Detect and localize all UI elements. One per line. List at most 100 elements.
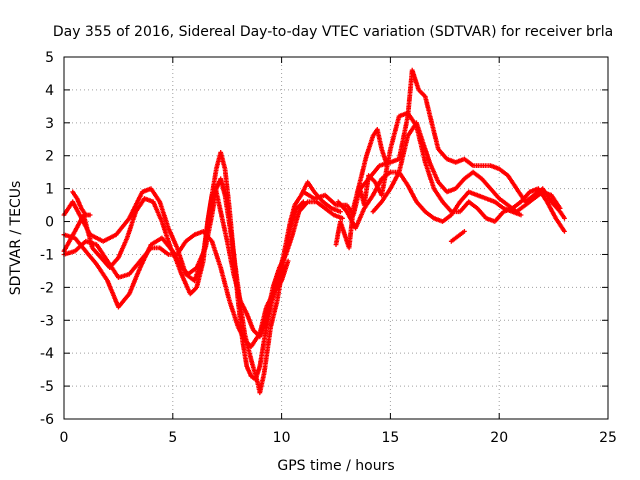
data-point-marks [562,229,567,234]
data-point-marks [194,247,208,270]
data-point-marks [187,286,198,297]
data-point-marks [422,159,436,190]
data-point-marks [105,278,121,308]
data-point-marks [462,170,475,182]
data-point-marks [314,199,327,210]
data-point-marks [492,199,505,210]
data-point-marks [531,190,544,201]
data-point-marks [549,192,562,210]
data-point-marks [557,206,563,211]
data-point-marks [185,266,198,277]
data-point-marks [396,169,410,187]
data-point-marks [148,186,162,203]
data-point-marks [248,357,260,384]
data-point-marks [457,230,466,238]
data-point-marks [405,69,415,119]
x-tick-label: 0 [60,430,69,446]
data-point-marks [174,240,188,257]
data-point-marks [361,194,375,211]
data-point-marks [70,189,79,200]
data-point-marks [353,207,366,231]
data-point-marks [227,298,240,328]
data-point-marks [429,120,441,150]
data-point-marks [496,166,510,177]
data-point-marks [305,179,316,193]
series-track-11 [448,229,467,244]
data-point-marks [453,177,466,191]
data-point-marks [440,199,453,213]
data-point-marks [370,200,383,215]
data-point-marks [290,210,301,238]
data-point-marks [124,210,138,241]
data-point-marks [522,193,536,205]
data-point-marks [351,181,362,211]
x-tick-labels: 0 5 10 15 20 25 [60,430,617,446]
data-point-marks [116,292,131,310]
data-point-marks [257,339,267,369]
data-point-marks [396,115,410,162]
grid [64,57,608,419]
data-point-marks [479,176,492,190]
plot-frame [63,56,609,420]
data-point-marks [388,171,401,191]
y-tick-label: 5 [45,50,54,66]
data-point-marks [414,120,425,144]
data-point-marks [229,235,241,289]
data-point-marks [218,150,227,170]
data-point-marks [150,199,164,223]
data-point-marks [126,266,142,297]
data-point-marks [100,233,118,244]
x-tick-label: 25 [599,430,617,446]
data-point-marks [218,209,230,243]
y-tick-label: -6 [40,412,54,428]
data-point-marks [72,240,87,254]
data-point-marks [301,199,306,205]
data-point-marks [557,209,566,220]
data-point-marks [340,215,345,221]
data-point-marks [322,192,338,207]
data-point-marks [209,238,223,269]
data-point-marks [294,200,305,211]
data-point-marks [379,187,392,205]
data-point-marks [544,199,558,220]
y-tick-label: -5 [40,379,54,395]
data-point-marks [261,326,273,376]
data-point-marks [514,186,527,203]
data-point-marks [203,214,215,251]
data-point-marks [405,182,419,203]
data-point-marks [435,146,449,161]
data-point-marks [420,140,432,164]
series-track-6 [355,67,567,221]
data-point-marks [209,187,219,218]
x-tick-label: 5 [168,430,177,446]
x-tick-label: 15 [381,430,399,446]
series-track-7 [370,120,563,215]
data-point-marks [94,242,109,263]
data-point-marks [242,331,254,361]
data-point-marks [431,186,445,203]
data-point-marks [222,166,232,210]
data-point-marks [264,293,275,310]
series-track-10 [70,189,93,218]
data-point-marks [107,256,120,270]
data-point-marks [287,207,299,231]
x-tick-label: 10 [273,430,291,446]
data-point-marks [475,206,488,220]
y-axis-label: SDTVAR / TECUs [8,181,24,296]
data-point-marks [168,245,181,266]
data-point-marks [285,258,291,264]
data-point-marks [83,248,99,266]
data-point-marks [322,206,335,217]
data-point-marks [422,94,434,124]
data-point-marks [492,210,505,224]
data-point-marks [496,196,510,207]
y-tick-label: 0 [45,215,54,231]
data-point-marks [133,197,146,215]
data-point-marks [157,245,170,256]
data-point-marks [448,200,462,218]
series-track-3 [61,229,291,349]
data-point-marks [70,199,84,220]
series-track-4 [61,176,306,396]
data-point-marks [453,233,461,241]
